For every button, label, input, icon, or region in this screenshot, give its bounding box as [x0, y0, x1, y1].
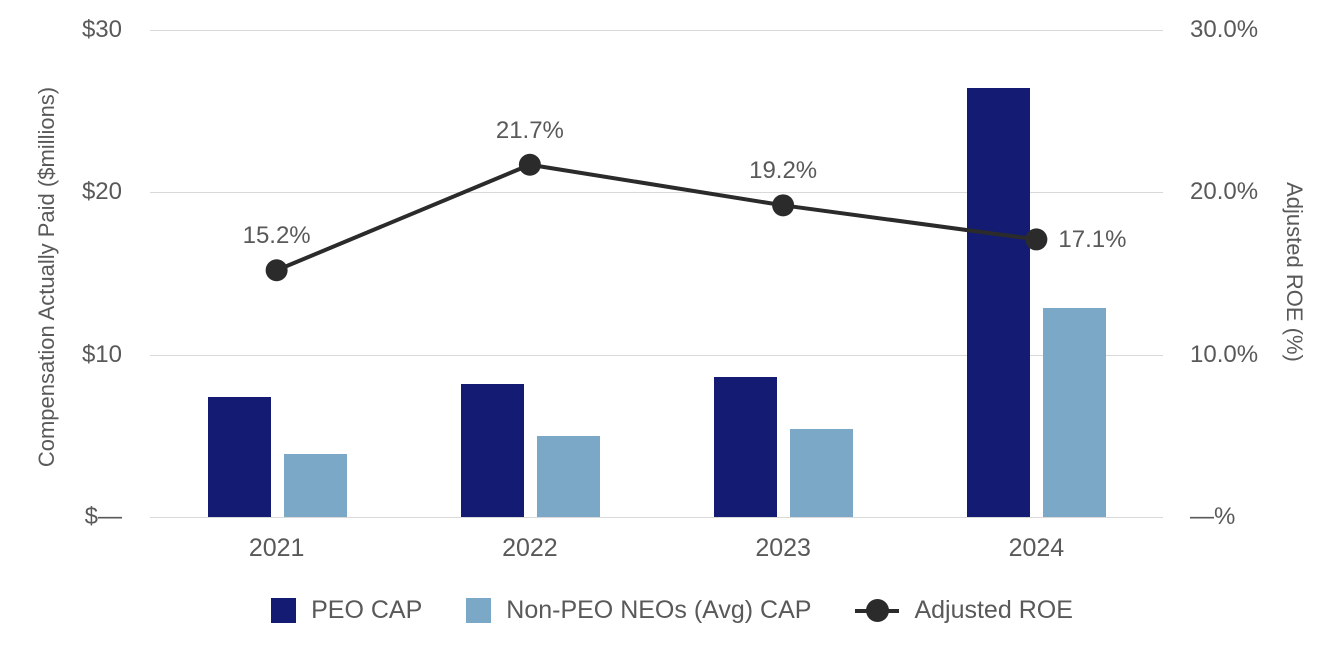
roe-point-label-2023: 19.2% — [749, 157, 818, 185]
gridline — [150, 30, 1163, 31]
legend-label: Non-PEO NEOs (Avg) CAP — [506, 596, 812, 624]
left-axis-tick: $30 — [81, 16, 122, 43]
x-axis-label-2021: 2021 — [248, 534, 305, 562]
bar-non-peo-cap-2023 — [790, 429, 854, 517]
legend-swatch-icon — [271, 598, 297, 623]
roe-marker-2023 — [772, 194, 795, 217]
bar-peo-cap-2024 — [967, 88, 1031, 517]
roe-line — [275, 162, 1037, 273]
legend-swatch-icon — [466, 598, 492, 623]
right-axis-title: Adjusted ROE (%) — [1282, 182, 1307, 362]
roe-marker-2021 — [265, 259, 288, 282]
right-axis-tick: —% — [1190, 503, 1236, 530]
x-axis-label-2024: 2024 — [1008, 534, 1065, 562]
roe-point-label-2022: 21.7% — [495, 116, 564, 144]
roe-point-label-2021: 15.2% — [242, 222, 311, 250]
legend-item-peo-cap: PEO CAP — [271, 596, 422, 625]
x-axis-label-2022: 2022 — [502, 534, 558, 562]
bar-non-peo-cap-2021 — [283, 453, 347, 517]
left-axis-tick: $20 — [81, 178, 122, 206]
bar-peo-cap-2021 — [207, 396, 271, 517]
legend-line-dot-icon — [855, 598, 900, 623]
bar-peo-cap-2022 — [460, 383, 524, 517]
legend-item-adjusted-roe: Adjusted ROE — [855, 596, 1073, 625]
x-axis-label-2023: 2023 — [755, 534, 811, 562]
legend-label: Adjusted ROE — [914, 596, 1073, 624]
left-axis-tick: $— — [84, 503, 122, 530]
right-axis-tick: 20.0% — [1190, 178, 1259, 206]
roe-point-label-2024: 17.1% — [1058, 226, 1127, 254]
legend-label: PEO CAP — [311, 596, 423, 624]
bar-non-peo-cap-2024 — [1043, 307, 1107, 517]
gridline — [150, 354, 1163, 356]
legend-item-non-peo-cap: Non-PEO NEOs (Avg) CAP — [466, 596, 811, 625]
right-axis-tick: 10.0% — [1190, 340, 1259, 368]
gridline — [150, 517, 1163, 518]
left-axis-tick: $10 — [81, 340, 122, 368]
bar-non-peo-cap-2022 — [536, 435, 600, 517]
left-axis-title: Compensation Actually Paid ($millions) — [34, 86, 59, 468]
chart-legend: PEO CAP Non-PEO NEOs (Avg) CAP Adjusted RO… — [0, 596, 1344, 625]
roe-marker-2022 — [518, 153, 541, 176]
bar-peo-cap-2023 — [714, 377, 778, 517]
right-axis-tick: 30.0% — [1190, 16, 1259, 43]
